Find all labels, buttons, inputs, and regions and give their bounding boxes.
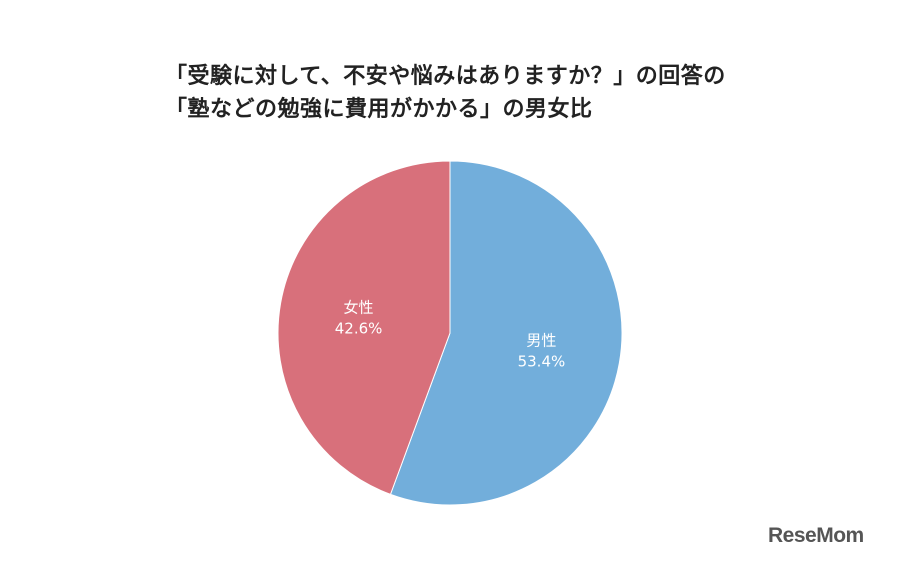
- chart-title: 「受験に対して、不安や悩みはありますか？」の回答の 「塾などの勉強に費用がかかる…: [165, 60, 805, 126]
- slice-label-male: 男性: [526, 331, 556, 349]
- resemom-logo: ReseMom: [768, 524, 864, 547]
- svg-text:ReseMom: ReseMom: [768, 524, 864, 547]
- slice-value-male: 53.4%: [518, 352, 566, 370]
- slice-label-female: 女性: [344, 299, 374, 317]
- pie-slice-male: [389, 160, 623, 506]
- pie-slice-female: [277, 160, 451, 496]
- chart-title-line-1: 「受験に対して、不安や悩みはありますか？」の回答の: [165, 64, 726, 89]
- chart-title-line-2: 「塾などの勉強に費用がかかる」の男女比: [165, 97, 593, 122]
- slice-value-female: 42.6%: [335, 320, 383, 338]
